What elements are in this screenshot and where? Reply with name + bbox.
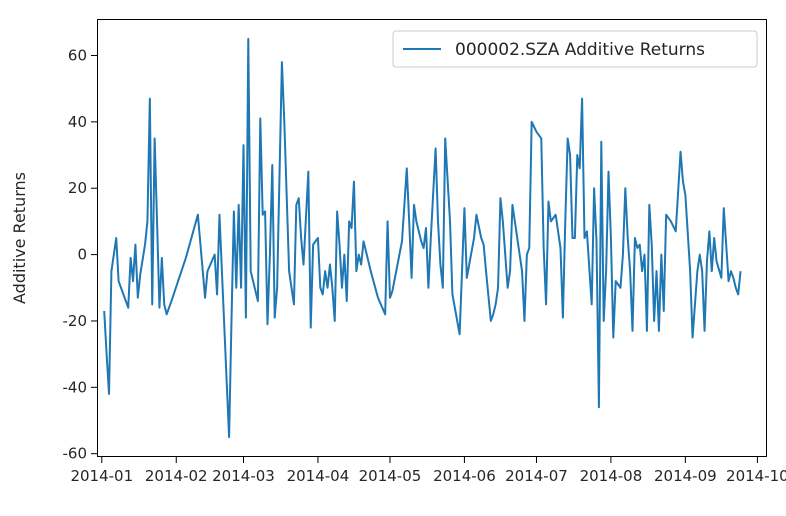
plot-area: [97, 19, 767, 457]
legend-box: [392, 30, 758, 68]
x-axis: 2014-01 2014-02 2014-03 2014-04 2014-05 2014-…: [70, 457, 786, 485]
x-tick-label: 2014-07: [505, 467, 568, 485]
y-axis-label: Additive Returns: [10, 172, 29, 304]
x-tick-label: 2014-09: [654, 467, 717, 485]
x-tick-label: 2014-03: [212, 467, 275, 485]
series-line-0: [103, 37, 742, 439]
y-axis: -60 -40 -20 0 20 40 60: [63, 47, 97, 463]
y-tick-label: -60: [63, 445, 88, 463]
x-tick-label: 2014-05: [359, 467, 422, 485]
plot-frame: [97, 19, 767, 457]
y-tick-label: -20: [63, 312, 88, 330]
y-tick-label: -40: [63, 378, 88, 396]
x-tick-label: 2014-06: [433, 467, 496, 485]
legend: 000002.SZA Additive Returns: [392, 30, 758, 68]
y-tick-label: 40: [68, 113, 87, 131]
y-tick-label: 20: [68, 179, 87, 197]
x-tick-label: 2014-04: [287, 467, 350, 485]
y-tick-label: 0: [77, 246, 87, 264]
x-tick-label: 2014-01: [70, 467, 133, 485]
x-tick-label: 2014-10: [726, 467, 786, 485]
legend-entry: 000002.SZA Additive Returns: [455, 40, 705, 60]
series-layer: [103, 37, 742, 439]
x-tick-label: 2014-08: [580, 467, 643, 485]
y-tick-label: 60: [68, 47, 87, 65]
x-tick-label: 2014-02: [145, 467, 208, 485]
